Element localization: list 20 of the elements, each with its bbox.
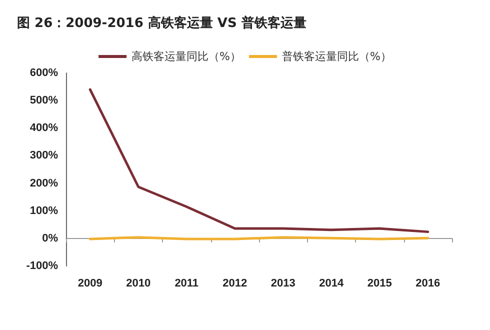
x-tick-label: 2014 <box>319 278 344 290</box>
legend-label: 普铁客运量同比（%） <box>282 50 392 63</box>
y-tick-label: 400% <box>30 122 58 134</box>
legend-label: 高铁客运量同比（%） <box>132 50 241 63</box>
y-tick-label: 500% <box>30 94 58 107</box>
x-tick-label: 2010 <box>126 278 151 290</box>
x-tick-label: 2015 <box>367 278 392 290</box>
y-tick-label: 600% <box>30 67 58 79</box>
line-series <box>88 88 430 234</box>
y-tick-label: 0% <box>42 232 58 244</box>
x-tick-label: 2013 <box>270 278 296 290</box>
y-tick-label: 300% <box>30 150 58 162</box>
x-tick-label: 2009 <box>78 278 102 290</box>
x-tick-label: 2011 <box>174 278 199 290</box>
x-tick-label: 2012 <box>222 278 248 290</box>
y-tick-label: 100% <box>30 204 58 217</box>
chart-title: 图 26：2009-2016 高铁客运量 VS 普铁客运量 <box>17 15 306 31</box>
x-tick-label: 2016 <box>416 278 440 290</box>
y-tick-label: 200% <box>30 177 58 190</box>
y-tick-label: -100% <box>26 260 58 272</box>
